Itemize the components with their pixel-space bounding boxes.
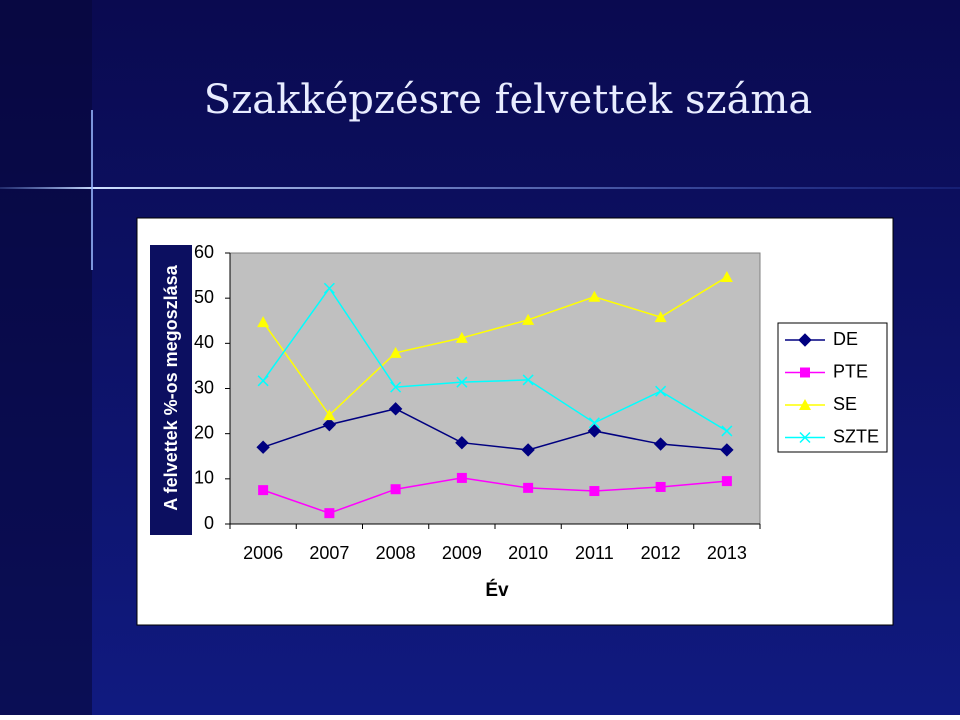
point — [720, 270, 733, 282]
legend — [777, 322, 888, 453]
x-tick-label: 2011 — [575, 543, 614, 563]
y-tick-label: 10 — [194, 468, 214, 488]
point — [588, 417, 600, 429]
legend-label: DE — [833, 329, 858, 349]
point — [456, 472, 467, 483]
series-line — [262, 477, 727, 514]
y-label-bg — [150, 245, 192, 535]
point — [522, 374, 534, 386]
y-tick-label: 0 — [204, 513, 214, 533]
legend-marker — [798, 333, 812, 347]
point — [388, 402, 403, 416]
y-tick-label: 40 — [194, 332, 214, 352]
y-tick-label: 50 — [194, 287, 214, 307]
x-tick-label: 2010 — [508, 543, 548, 563]
x-tick-label: 2012 — [641, 543, 681, 563]
point — [455, 435, 469, 450]
series-line — [262, 276, 728, 417]
point — [257, 316, 270, 328]
point — [589, 486, 600, 497]
point — [390, 484, 401, 495]
slide-title: Szakképzésre felvettek száma — [204, 77, 812, 123]
x-tick-label: 2006 — [243, 543, 283, 563]
point — [455, 331, 468, 343]
x-tick-label: 2013 — [707, 543, 747, 563]
x-tick-label: 2009 — [442, 543, 482, 563]
point — [587, 424, 602, 438]
point — [588, 290, 601, 302]
legend-label: PTE — [833, 361, 868, 381]
point — [258, 485, 269, 496]
legend-label: SE — [833, 394, 857, 414]
point — [655, 385, 667, 397]
point — [653, 437, 668, 451]
point — [655, 481, 666, 492]
point — [256, 440, 270, 454]
legend-marker — [799, 399, 811, 410]
point — [720, 443, 734, 457]
legend-marker — [800, 367, 810, 378]
point — [523, 482, 534, 493]
point — [390, 381, 402, 393]
plot-area — [229, 252, 761, 525]
point — [721, 425, 733, 437]
series-line — [262, 408, 727, 451]
series-line — [262, 286, 728, 432]
x-tick-label: 2008 — [376, 543, 416, 563]
legend-label: SZTE — [833, 426, 879, 446]
side-band — [0, 0, 92, 715]
point — [324, 508, 335, 519]
point — [654, 311, 667, 323]
decor-line — [91, 110, 93, 270]
y-tick-label: 20 — [194, 422, 214, 442]
point — [456, 376, 468, 388]
point — [322, 417, 337, 432]
point — [323, 409, 336, 421]
point — [522, 313, 535, 325]
point — [257, 375, 269, 387]
point — [721, 476, 732, 487]
x-axis-label: Év — [485, 579, 509, 601]
y-axis-label: A felvettek %-os megoszlása — [161, 264, 181, 510]
point — [323, 282, 335, 294]
legend-marker — [799, 431, 811, 444]
decor-line — [0, 187, 960, 189]
point — [389, 346, 402, 358]
x-tick-label: 2007 — [309, 543, 349, 563]
point — [521, 443, 535, 457]
y-tick-label: 30 — [194, 377, 214, 397]
y-tick-label: 60 — [194, 242, 214, 262]
